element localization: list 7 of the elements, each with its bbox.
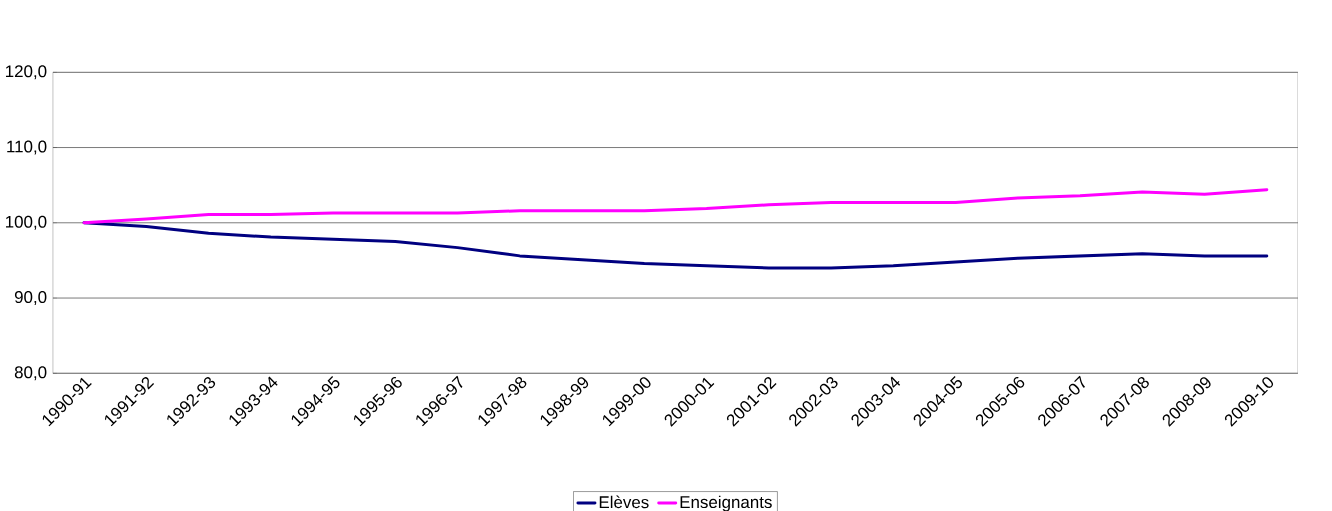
legend-label: Enseignants: [680, 495, 772, 511]
y-tick-label: 110,0: [7, 140, 47, 155]
y-tick-label: 100,0: [6, 215, 47, 230]
legend-label: Elèves: [599, 495, 649, 509]
y-tick-label: 80,0: [14, 366, 47, 381]
y-tick-label: 90,0: [14, 291, 47, 306]
y-tick-label: 120,0: [6, 65, 47, 80]
